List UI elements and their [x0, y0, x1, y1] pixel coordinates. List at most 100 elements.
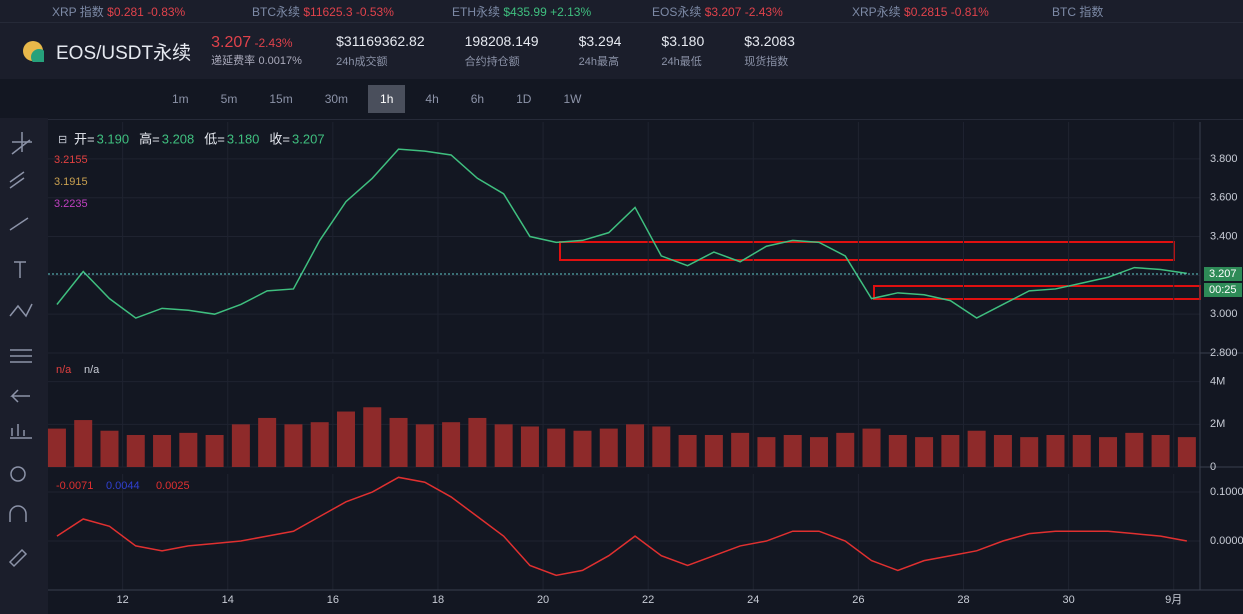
stat-label: 24h最高: [578, 56, 619, 68]
interval-button[interactable]: 30m: [324, 92, 349, 106]
volume-bar: [731, 432, 750, 467]
volume-bar: [153, 435, 172, 467]
plot-bg: [48, 122, 1200, 614]
volume-bar: [967, 430, 986, 467]
volume-bar: [126, 435, 145, 467]
ma-value: 3.2155: [54, 154, 88, 166]
volume-bar: [783, 435, 802, 467]
y-tick-label: 3.600: [1210, 192, 1238, 204]
volume-bar: [284, 424, 303, 467]
volume-bar: [599, 428, 618, 467]
line-series: [56, 148, 1187, 319]
ticker-change: -0.53%: [355, 4, 394, 19]
symbol[interactable]: EOS/USDT永续: [56, 42, 192, 64]
x-tick-label: 26: [852, 594, 864, 606]
y-tick-label: 0: [1210, 461, 1216, 473]
volume-bar: [704, 435, 723, 467]
stat-value: $3.294: [578, 33, 622, 49]
interval-button[interactable]: 1D: [516, 92, 532, 106]
volume-bar: [1177, 437, 1196, 467]
stat-value: $3.180: [661, 33, 705, 49]
time-tag-label: 00:25: [1209, 284, 1237, 296]
ticker-name: BTC永续: [252, 4, 301, 19]
ticker-item[interactable]: ETH永续 $435.99 +2.13%: [400, 3, 600, 20]
interval-button[interactable]: 1h: [368, 85, 406, 113]
stats: $31169362.82 24h成交额 198208.149 合约持仓额 $3.294 2…: [336, 33, 835, 69]
ticker-change: -0.81%: [950, 4, 989, 19]
volume-bar: [258, 417, 277, 467]
ticker-item[interactable]: BTC 指数: [1000, 3, 1200, 20]
volume-bar: [205, 435, 224, 467]
volume-bar: [1072, 435, 1091, 467]
ohlc-label: 开=: [74, 131, 95, 146]
volume-legend: n/a: [56, 364, 72, 376]
x-tick-label: 22: [642, 594, 654, 606]
stat-label: 24h成交额: [336, 56, 388, 68]
volume-bar: [993, 435, 1012, 467]
stat: $3.294 24h最高: [579, 33, 622, 69]
volume-bar: [941, 435, 960, 467]
interval-button[interactable]: 6h: [470, 92, 485, 106]
ticker-item[interactable]: BTC永续 $11625.3 -0.53%: [200, 3, 400, 20]
stat: $3.180 24h最低: [661, 33, 704, 69]
interval-button[interactable]: 4h: [425, 92, 439, 106]
ticker-price: $11625.3: [303, 4, 353, 19]
x-tick-label: 28: [957, 594, 969, 606]
volume-bar: [626, 424, 645, 467]
tool-icons[interactable]: [8, 132, 33, 568]
volume-bar: [573, 430, 592, 467]
y-tick-label: 3.800: [1210, 153, 1238, 165]
ticker-item[interactable]: XRP永续 $0.2815 -0.81%: [800, 3, 1000, 20]
y-tick-label: 3.000: [1210, 308, 1238, 320]
volume-bar: [47, 428, 66, 467]
ma-value: 3.1915: [54, 176, 88, 188]
interval-button[interactable]: 1m: [172, 92, 189, 106]
volume-bar: [1125, 432, 1144, 467]
volume-bar: [757, 437, 776, 467]
interval-button[interactable]: 15m: [269, 92, 293, 106]
x-tick-label: 9月: [1165, 594, 1182, 606]
volume-bar: [652, 426, 671, 467]
ticker-change: -0.83%: [147, 4, 186, 19]
volume-bar: [363, 407, 382, 467]
ohlc-label: 低=: [204, 131, 225, 146]
x-tick-label: 30: [1062, 594, 1074, 606]
volume-bar: [547, 428, 566, 467]
volume-bar: [520, 426, 539, 467]
y-tick-label: 2M: [1210, 418, 1225, 430]
ticker-price: $435.99: [503, 4, 547, 19]
volume-bar: [1046, 435, 1065, 467]
y-tick-label: 0.1000: [1210, 486, 1243, 498]
ticker-name: BTC 指数: [1052, 4, 1104, 19]
x-tick-label: 18: [432, 594, 444, 606]
line-series: [56, 476, 1187, 577]
x-tick-label: 20: [537, 594, 549, 606]
stat-value: 198208.149: [464, 33, 539, 49]
header: EOS/USDT永续 3.207 -2.43% 递延费率 0.0017% $311…: [0, 22, 1243, 79]
volume-bar: [915, 437, 934, 467]
interval-button[interactable]: 1W: [563, 92, 582, 106]
interval-button[interactable]: 5m: [220, 92, 238, 106]
volume-bar: [836, 432, 855, 467]
volume-bar: [179, 432, 198, 467]
ticker-item[interactable]: XRP 指数 $0.281 -0.83%: [0, 3, 200, 20]
price-tag: [1204, 266, 1242, 281]
ticker-change: +2.13%: [550, 4, 592, 19]
volume-bar: [100, 430, 119, 467]
ticker-name: ETH永续: [452, 4, 501, 19]
left-toolbar: [0, 118, 48, 614]
price: 3.207: [211, 34, 252, 51]
y-tick-label: 4M: [1210, 376, 1225, 388]
stat-label: 合约持仓额: [464, 56, 520, 68]
volume-legend: n/a: [84, 364, 100, 376]
price-tag-label: 3.207: [1209, 268, 1237, 280]
volume-bar: [231, 424, 250, 467]
volume-bar: [862, 428, 881, 467]
ticker-name: XRP 指数: [52, 4, 104, 19]
volume-bar: [336, 411, 355, 467]
volume-bar: [678, 435, 697, 467]
volume-bar: [494, 424, 513, 467]
ticker-item[interactable]: EOS永续 $3.207 -2.43%: [600, 3, 800, 20]
chart: 2.8003.0003.2003.4003.6003.8001214161820…: [0, 118, 1243, 614]
